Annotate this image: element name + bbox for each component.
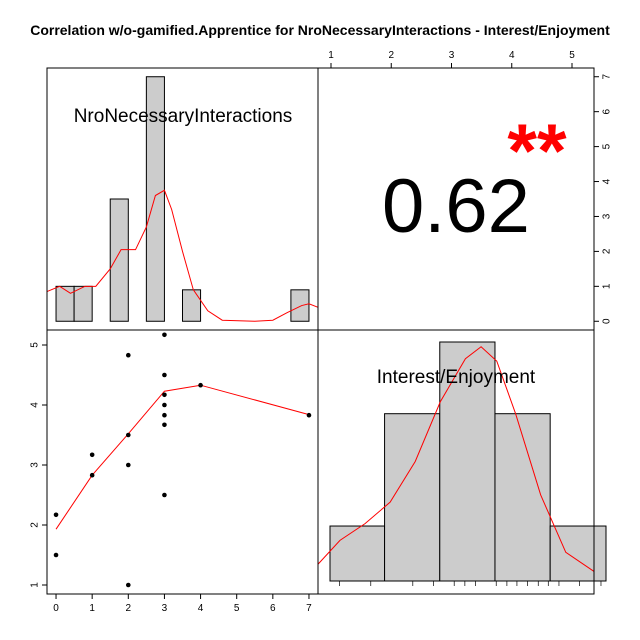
left-y-axis: 1 2 3 4 5 [30,342,47,588]
density-curve [46,189,319,322]
right-tick-label: 6 [602,108,613,114]
y-tick-label: 2 [30,522,41,528]
histogram-bar [73,285,93,322]
scatter-point [53,512,59,518]
histogram-bar [494,413,551,582]
x-tick-label: 6 [270,603,276,614]
bottom-x-axis: 0 1 2 3 4 5 6 7 [53,594,312,614]
scatter-point [89,472,95,478]
panel-border [317,329,595,595]
top-tick-label: 3 [449,50,455,61]
x-tick-label: 4 [198,603,204,614]
scatter-point [126,352,131,358]
histogram-bar [145,76,165,322]
scatter-point [198,382,203,388]
right-y-axis: 0 1 2 3 4 5 6 7 [594,74,613,324]
top-x-axis: 1 2 3 4 5 [328,50,575,68]
x-tick-label: 3 [162,603,168,614]
histogram-bar [329,525,386,582]
right-tick-label: 0 [602,318,613,324]
y-tick-label: 5 [30,342,41,348]
scatter-point [162,422,167,428]
right-tick-label: 1 [602,283,613,289]
right-tick-label: 7 [602,74,613,80]
right-tick-label: 5 [602,143,613,149]
significance-stars: ** [507,109,567,194]
right-tick-label: 3 [602,213,613,219]
histogram-bar [55,285,75,322]
density-curve [317,346,595,572]
scatter-point [126,432,131,438]
scatter-point [162,332,167,338]
histogram-panel-interactions [46,76,319,322]
y-tick-label: 1 [30,582,41,588]
top-tick-label: 4 [509,50,515,61]
top-tick-label: 5 [569,50,575,61]
top-tick-label: 1 [328,50,334,61]
scatter-point [162,392,167,398]
top-tick-label: 2 [388,50,394,61]
y-tick-label: 3 [30,462,41,468]
variable-label-interest: Interest/Enjoyment [377,367,536,388]
smooth-fit-line [55,384,310,530]
x-tick-label: 0 [53,603,59,614]
x-tick-label: 2 [126,603,132,614]
histogram-bar [290,289,310,322]
scatter-point [53,552,59,558]
scatter-point [162,492,167,498]
histogram-bar [549,525,607,582]
scatter-panel [53,332,312,588]
scatter-point [162,412,167,418]
x-tick-label: 5 [234,603,240,614]
scatter-point [162,402,167,408]
scatter-point [306,412,312,418]
x-tick-label: 1 [89,603,95,614]
histogram-bar [109,198,129,322]
histogram-bar [439,341,496,582]
scatter-point [89,452,95,458]
right-tick-label: 2 [602,248,613,254]
histogram-bar [182,289,202,322]
x-tick-label: 7 [306,603,312,614]
histogram-panel-interest [317,341,607,586]
variable-label-interactions: NroNecessaryInteractions [74,106,293,127]
scatter-point [162,372,167,378]
scatter-point [126,462,131,468]
panel-border [46,329,319,595]
scatter-point [126,582,131,588]
chart-title: Correlation w/o-gamified.Apprentice for … [30,22,610,38]
correlation-value: 0.62 [382,164,530,249]
right-tick-label: 4 [602,178,613,184]
histogram-bar [384,413,441,582]
y-tick-label: 4 [30,402,41,408]
